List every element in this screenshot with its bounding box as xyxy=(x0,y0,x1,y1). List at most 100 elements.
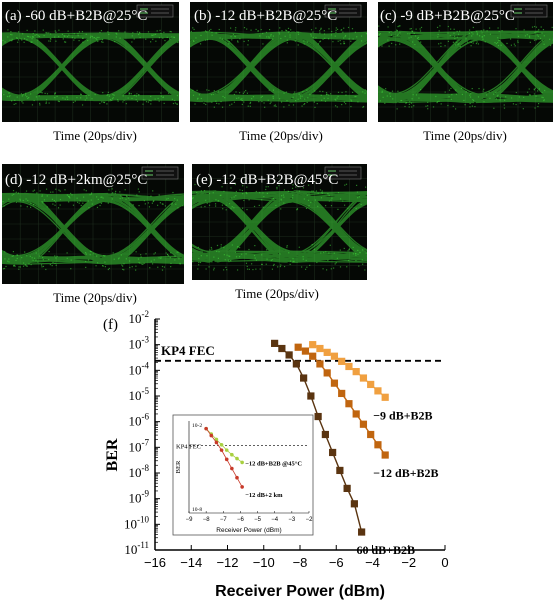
x-tick-label: −14 xyxy=(180,555,202,570)
x-tick-label: −4 xyxy=(365,555,380,570)
data-point xyxy=(307,392,315,400)
data-point xyxy=(294,343,302,351)
eye-label-c: (c) -9 dB+B2B@25°C xyxy=(380,8,515,24)
data-point xyxy=(301,347,310,355)
eye-trace-canvas xyxy=(192,164,367,280)
eye-label-b: (b) -12 dB+B2B@25°C xyxy=(194,8,338,24)
eye-xlabel-c: Time (20ps/div) xyxy=(423,128,507,143)
y-tick-label: 10-2 xyxy=(129,309,150,326)
data-point xyxy=(345,400,353,408)
y-tick-label: 10-7 xyxy=(129,437,150,454)
data-point xyxy=(323,348,331,356)
x-tick-label: −10 xyxy=(253,555,275,570)
inset-data-point xyxy=(214,437,219,442)
eye-xlabel-b: Time (20ps/div) xyxy=(239,128,323,143)
inset-data-point xyxy=(230,452,234,457)
eye-xlabel-d: Time (20ps/div) xyxy=(53,290,137,305)
inset-x-axis-label: Receiver Power (dBm) xyxy=(216,527,281,534)
inset-x-tick-label: −4 xyxy=(271,517,279,523)
eye-xlabel-a: Time (20ps/div) xyxy=(53,128,137,143)
eye-panel-c: (c) -9 dB+B2B@25°C Time (20ps/div) xyxy=(376,0,553,146)
data-point xyxy=(343,484,351,492)
eye-panel-d: (d) -12 dB+2km@25°C Time (20ps/div) xyxy=(0,162,188,308)
inset-x-tick-label: −7 xyxy=(220,517,228,523)
data-point xyxy=(330,352,339,360)
data-point xyxy=(292,360,300,368)
data-point xyxy=(338,357,346,365)
inset-y-bottom-label: 10-8 xyxy=(192,507,202,513)
inset-data-point xyxy=(219,442,224,447)
data-point xyxy=(309,352,317,360)
ber-chart: (f) BER Receiver Power (dBm) −16 −14 −12 −1… xyxy=(103,309,449,600)
series-line xyxy=(312,344,386,398)
eye-diagram-d xyxy=(2,164,184,284)
inset-data-point xyxy=(240,460,244,465)
eye-panel-a: (a) -60 dB+B2B@25°C Time (20ps/div) xyxy=(0,0,180,146)
x-axis-label: Receiver Power (dBm) xyxy=(215,583,385,600)
inset-y-axis-label: BER xyxy=(175,460,182,473)
inset-data-point xyxy=(204,426,208,431)
data-point xyxy=(350,500,358,508)
chart-panel-label: (f) xyxy=(103,317,118,333)
inset-y-top-label: 10-2 xyxy=(192,423,202,429)
x-tick-label: −12 xyxy=(216,555,238,570)
y-tick-label: 10-9 xyxy=(129,489,150,506)
eye-trace-canvas xyxy=(190,2,367,122)
inset-x-tick-label: −9 xyxy=(186,517,194,523)
inset-data-point xyxy=(235,475,239,480)
inset-fec-label: KP4 FEC xyxy=(176,444,201,451)
eye-label-a: (a) -60 dB+B2B@25°C xyxy=(5,8,148,24)
data-point xyxy=(381,451,389,459)
data-point xyxy=(358,528,366,536)
series-label: −60 dB+B2B xyxy=(350,543,415,557)
inset-chart: −9 −8 −7 −6 −5 −4 −3 −2 10-2 10-8 Receiver Power (… xyxy=(172,414,314,536)
inset-x-tick-label: −3 xyxy=(288,517,296,523)
eye-panel-b: (b) -12 dB+B2B@25°C Time (20ps/div) xyxy=(188,0,368,146)
inset-data-point xyxy=(224,448,229,452)
x-tick-label: 0 xyxy=(441,555,448,570)
series-label: −9 dB+B2B xyxy=(373,408,432,422)
data-point xyxy=(278,344,286,353)
eye-label-d: (d) -12 dB+2km@25°C xyxy=(5,172,148,188)
eye-diagram-c xyxy=(378,2,553,122)
data-point xyxy=(316,344,324,353)
inset-x-tick-label: −6 xyxy=(237,517,245,523)
data-point xyxy=(352,410,360,418)
x-tick-label: −8 xyxy=(293,555,308,570)
data-point xyxy=(359,420,368,428)
y-axis-label: BER xyxy=(104,438,121,471)
y-tick-label: 10-4 xyxy=(129,360,150,377)
data-point xyxy=(309,341,317,349)
data-point xyxy=(316,360,324,368)
data-point xyxy=(352,368,360,376)
data-point xyxy=(330,379,339,387)
eye-diagram-e xyxy=(192,164,367,280)
data-point xyxy=(338,389,346,398)
data-point xyxy=(374,387,382,395)
data-point xyxy=(381,393,389,401)
eye-label-e: (e) -12 dB+B2B@45°C xyxy=(196,172,339,188)
data-point xyxy=(367,380,375,389)
eye-trace-canvas xyxy=(378,2,553,122)
inset-x-tick-label: −2 xyxy=(306,517,314,523)
y-tick-label: 10-11 xyxy=(124,540,149,557)
data-point xyxy=(336,466,344,475)
data-point xyxy=(314,412,322,421)
data-point xyxy=(285,351,293,359)
eye-trace-canvas xyxy=(2,164,184,284)
y-tick-label: 10-6 xyxy=(129,412,150,429)
data-point xyxy=(323,369,331,377)
eye-trace-canvas xyxy=(2,2,179,122)
eye-diagram-a xyxy=(2,2,179,122)
inset-x-tick-label: −8 xyxy=(203,517,211,523)
inset-data-point xyxy=(219,448,224,452)
y-tick-label: 10-8 xyxy=(129,463,150,480)
inset-data-point xyxy=(230,466,234,471)
inset-data-point xyxy=(240,485,244,489)
inset-data-point xyxy=(224,457,229,462)
eye-panel-e: (e) -12 dB+B2B@45°C Time (20ps/div) xyxy=(190,162,370,308)
eye-xlabel-e: Time (20ps/div) xyxy=(235,286,319,301)
inset-data-point xyxy=(209,433,214,438)
data-point xyxy=(271,339,279,347)
data-point xyxy=(367,430,375,439)
